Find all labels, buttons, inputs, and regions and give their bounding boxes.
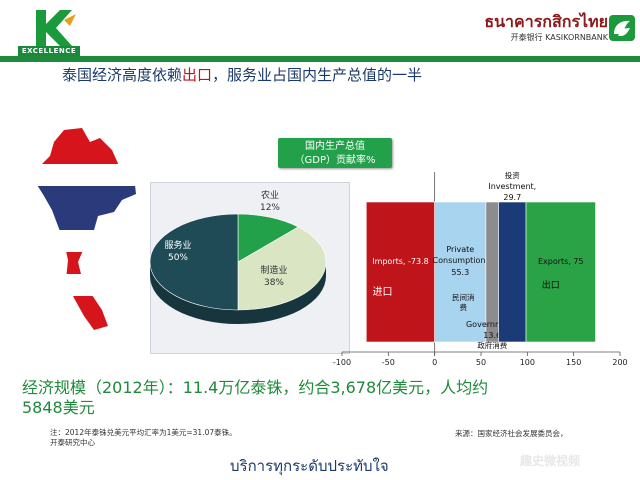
bar-label-private-consumption-value: 55.3 <box>451 268 469 277</box>
economy-scale-line1: 经济规模（2012年）：11.4万亿泰铢，约合3,678亿美元，人均约 <box>22 378 489 397</box>
pie-label-name-services: 服务业 <box>164 239 191 251</box>
bar-label-cn-exports: 出口 <box>542 279 560 291</box>
bar-label-cn-private-consumption-2: 费 <box>460 302 468 312</box>
gdp-title-line1: 国内生产总值 <box>305 141 365 152</box>
pie-label-name-agriculture: 农业 <box>261 189 279 201</box>
bar-x-tick-label: -100 <box>333 358 351 367</box>
bar-x-tick-label: -50 <box>382 358 395 367</box>
bar-label-imports: Imports, -73.8 <box>372 257 429 266</box>
bar-segment-imports <box>365 201 435 343</box>
source-note: 来源：国家经济社会发展委员会， <box>455 429 568 438</box>
bar-label-cn-private-consumption: 民间消 <box>452 292 475 302</box>
pie-slice-manufacturing <box>237 226 327 311</box>
gdp-title-box: 国内生产总值 （GDP）贡献率% <box>278 138 392 168</box>
bar-x-tick-label: 150 <box>566 358 581 367</box>
bar-x-tick-label: 0 <box>432 358 437 367</box>
pie-label-value-services: 50% <box>168 253 188 263</box>
bar-label-private-consumption-2: Consumption, <box>433 256 489 265</box>
gdp-title-line2: （GDP）贡献率% <box>294 155 376 166</box>
bar-x-tick-label: 50 <box>476 358 486 367</box>
bar-label-cn-government: 政府消费 <box>477 340 507 350</box>
logo-caption: EXCELLENCE <box>18 46 80 56</box>
footer-slogan: บริการทุกระดับประทับใจ <box>230 457 389 475</box>
footnote: 注：2012年泰铢兑美元平均汇率为1美元=31.07泰铢。 开泰研究中心 <box>50 428 237 448</box>
headline: 泰国经济高度依赖出口，服务业占国内生产总值的一半 <box>62 66 423 84</box>
bank-name-english: 开泰银行 KASIKORNBANK <box>510 33 608 42</box>
economy-scale-line2: 5848美元 <box>22 398 95 417</box>
pie-label-name-manufacturing: 制造业 <box>260 264 287 276</box>
thailand-flag-map-icon <box>34 128 136 330</box>
bar-label-investment-value: 29.7 <box>503 193 521 202</box>
economy-scale-text: 经济规模（2012年）：11.4万亿泰铢，约合3,678亿美元，人均约 5848… <box>22 378 488 418</box>
bar-label-private-consumption: Private <box>446 245 474 254</box>
k-logo-icon <box>36 10 76 46</box>
bar-label-government-value: 13.6 <box>483 331 501 340</box>
bar-label-investment: Investment, <box>488 182 536 191</box>
bar-label-exports: Exports, 75 <box>538 257 584 266</box>
bar-segment-investment <box>498 201 527 343</box>
gdp-sector-pie: 农业 12% 制造业 38% 服务业 50% <box>149 189 327 324</box>
bar-label-cn-imports: 进口 <box>372 286 392 298</box>
pie-label-value-agriculture: 12% <box>260 203 280 213</box>
bar-segment-private-consumption <box>434 201 487 343</box>
footnote-line2: 开泰研究中心 <box>50 438 95 447</box>
header-band <box>0 0 640 60</box>
bank-emblem-icon <box>609 15 635 41</box>
watermark: 趣史微视频 <box>520 454 581 468</box>
bar-label-government: Government, <box>466 320 518 329</box>
pie-slice-agriculture <box>237 213 299 263</box>
bar-label-cn-investment: 投资 <box>505 170 520 180</box>
gdp-expenditure-bar: -100 -50 0 50 100 150 200 Imports, -73.8 进口 Priva… <box>333 170 628 367</box>
pie-slice-services <box>149 213 239 311</box>
bar-x-tick-label: 100 <box>520 358 535 367</box>
header-divider <box>0 56 640 62</box>
footnote-line1: 注：2012年泰铢兑美元平均汇率为1美元=31.07泰铢。 <box>50 428 237 437</box>
bar-x-tick-label: 200 <box>612 358 627 367</box>
bar-segment-exports <box>525 201 596 343</box>
pie-label-value-manufacturing: 38% <box>264 278 284 288</box>
bank-name-thai: ธนาคารกสิกรไทย <box>484 12 608 31</box>
